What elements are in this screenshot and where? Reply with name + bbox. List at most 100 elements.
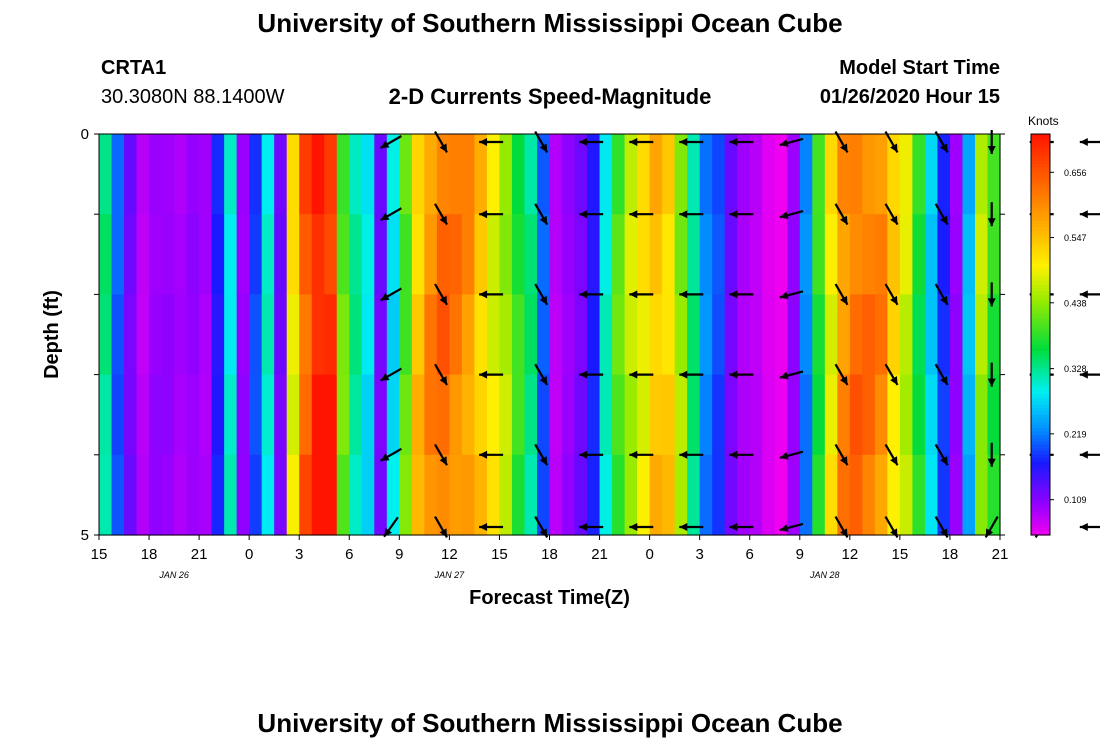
current-arrow-head	[729, 523, 738, 531]
heatmap-cell	[837, 374, 851, 456]
colorbar-tick-label: 0.547	[1064, 233, 1087, 243]
colorbar-segment	[1031, 307, 1050, 312]
heatmap-cell	[874, 294, 888, 376]
colorbar-segment	[1031, 458, 1050, 463]
colorbar-segment	[1031, 431, 1050, 436]
heatmap-cell	[324, 454, 338, 536]
heatmap-cell	[349, 454, 363, 536]
current-arrow-head	[380, 292, 390, 301]
colorbar-segment	[1031, 227, 1050, 232]
heatmap-cell	[299, 214, 313, 295]
colorbar-segment	[1031, 260, 1050, 265]
heatmap-cell	[336, 214, 350, 295]
heatmap-cell	[311, 214, 325, 295]
current-arrow-head	[629, 210, 638, 219]
current-arrow-head	[479, 290, 488, 299]
colorbar-segment	[1031, 498, 1050, 503]
heatmap-cell	[962, 374, 976, 456]
heatmap-cell	[99, 294, 113, 376]
heatmap-cell	[774, 374, 788, 456]
current-arrow-head	[579, 290, 588, 299]
heatmap-cell	[962, 294, 976, 376]
heatmap-cell	[186, 294, 200, 376]
colorbar-segment	[1031, 524, 1050, 529]
heatmap-cell	[136, 294, 150, 376]
current-arrow-head	[1079, 290, 1088, 299]
current-arrow-head	[439, 376, 447, 385]
heatmap-cell	[424, 454, 438, 536]
colorbar-segment	[1031, 314, 1050, 319]
heatmap-cell	[374, 374, 388, 456]
heatmap-cell	[474, 454, 488, 536]
colorbar-segment	[1031, 304, 1050, 309]
heatmap-cell	[587, 454, 601, 536]
heatmap-cell	[361, 374, 375, 456]
heatmap-cell	[837, 294, 851, 376]
colorbar-segment	[1031, 187, 1050, 192]
colorbar-segment	[1031, 271, 1050, 275]
heatmap-cell	[599, 134, 613, 215]
heatmap-cell	[587, 374, 601, 456]
current-arrow-head	[840, 215, 848, 225]
heatmap-cell	[386, 294, 400, 376]
current-arrow-head	[629, 370, 638, 379]
heatmap-cell	[499, 214, 513, 295]
x-tick-label: 15	[892, 546, 909, 563]
current-arrow-head	[890, 295, 898, 305]
colorbar-segment	[1031, 428, 1050, 433]
model-start-value: 01/26/2020 Hour 15	[819, 86, 1000, 108]
chart-title: 2-D Currents Speed-Magnitude	[388, 84, 712, 109]
heatmap-cell	[99, 374, 113, 456]
heatmap-cell	[662, 294, 676, 376]
heatmap-cell	[249, 134, 263, 215]
heatmap-cell	[624, 374, 638, 456]
colorbar-segment	[1031, 448, 1050, 453]
heatmap-cell	[749, 134, 763, 215]
heatmap-cell	[949, 374, 964, 456]
heatmap-cell	[124, 134, 138, 215]
heatmap-cell	[912, 374, 926, 456]
heatmap-cell	[411, 374, 425, 456]
heatmap-cell	[124, 214, 138, 295]
heatmap-cell	[536, 294, 551, 376]
heatmap-cell	[899, 294, 913, 376]
colorbar-segment	[1031, 214, 1050, 219]
colorbar-segment	[1031, 257, 1050, 262]
heatmap-cell	[787, 294, 801, 376]
heatmap-cell	[186, 134, 200, 215]
heatmap-cell	[186, 374, 200, 456]
current-arrow-head	[380, 453, 390, 461]
heatmap-cell	[161, 134, 175, 215]
current-arrow-head	[539, 295, 548, 305]
current-arrow-head	[1079, 523, 1088, 531]
heatmap-cell	[324, 374, 338, 456]
heatmap-cell	[637, 454, 651, 536]
heatmap-cell	[524, 134, 538, 215]
heatmap-cell	[849, 134, 863, 215]
heatmap-cell	[637, 214, 651, 295]
heatmap-cell	[336, 294, 350, 376]
colorbar-segment	[1031, 511, 1050, 516]
heatmap-cell	[612, 374, 626, 456]
colorbar-segment	[1031, 471, 1050, 476]
colorbar-segment	[1031, 197, 1050, 202]
colorbar-segment	[1031, 528, 1050, 533]
heatmap-cell	[274, 294, 288, 376]
heatmap-cell	[887, 134, 901, 215]
heatmap-cell	[624, 454, 638, 536]
colorbar-segment	[1031, 230, 1050, 235]
colorbar-segment	[1031, 137, 1050, 142]
heatmap-cell	[324, 134, 338, 215]
heatmap-cell	[361, 294, 375, 376]
heatmap-cell	[874, 214, 888, 295]
x-tick-label: 18	[942, 546, 959, 563]
colorbar-segment	[1031, 434, 1050, 439]
colorbar-segment	[1031, 411, 1050, 416]
heatmap-cell	[124, 374, 138, 456]
heatmap-cell	[799, 134, 813, 215]
heatmap-cell	[399, 294, 413, 376]
heatmap-cell	[624, 294, 638, 376]
heatmap-cell	[511, 454, 526, 536]
heatmap-cell	[737, 134, 751, 215]
current-arrow-head	[439, 143, 447, 153]
